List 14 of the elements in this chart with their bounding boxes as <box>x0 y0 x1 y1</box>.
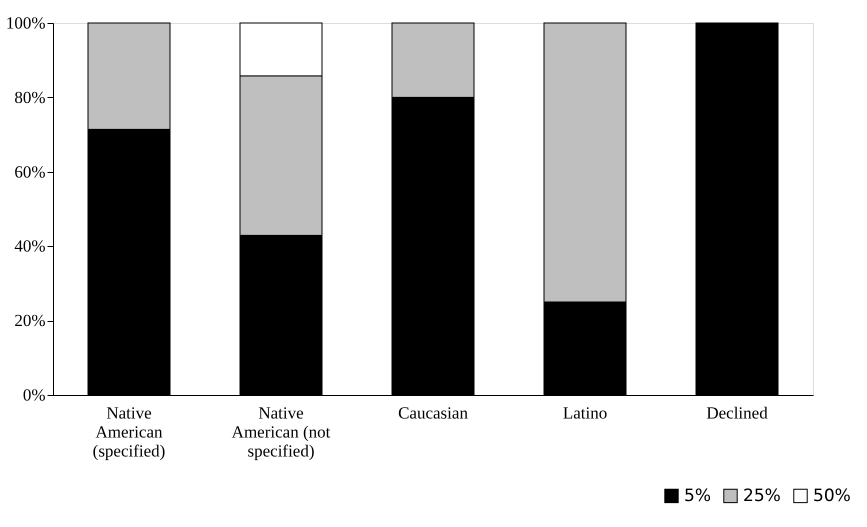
x-tick-label: Native American (specified) <box>92 404 166 460</box>
y-tick-label: 40% <box>14 236 46 256</box>
y-tick-label: 100% <box>6 14 46 32</box>
y-tick-label: 20% <box>14 311 46 330</box>
x-tick-label: Latino <box>562 404 608 422</box>
legend-label: 5% <box>684 486 711 506</box>
y-tick-label: 0% <box>22 386 46 404</box>
legend-label: 25% <box>743 486 781 506</box>
x-tick-label: Declined <box>706 404 768 422</box>
y-tick-label: 60% <box>14 162 46 182</box>
legend-label: 50% <box>813 486 851 506</box>
y-tick-label: 80% <box>14 88 46 107</box>
x-tick-label: Native American (not specified) <box>232 404 331 460</box>
x-tick-label: Caucasian <box>398 404 468 422</box>
